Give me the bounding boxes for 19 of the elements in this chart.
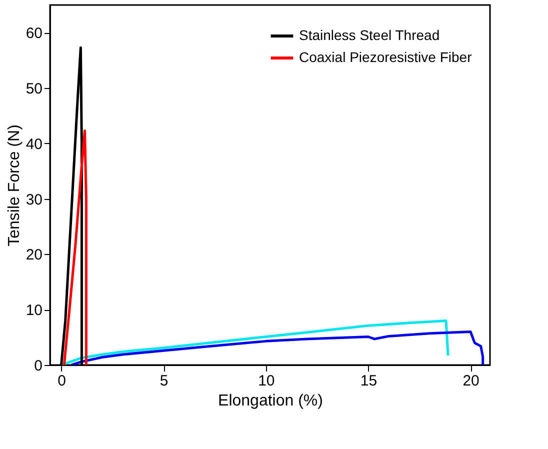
legend-label: Stainless Steel Thread <box>299 27 440 43</box>
y-tick-label: 60 <box>26 25 42 42</box>
y-tick-label: 20 <box>26 246 42 264</box>
x-tick-label: 0 <box>58 372 66 390</box>
x-axis-title: Elongation (%) <box>218 392 323 410</box>
line-series <box>60 319 450 365</box>
x-tick-label: 10 <box>258 372 275 390</box>
y-tick-label: 10 <box>26 302 42 320</box>
y-tick-label: 50 <box>26 80 42 98</box>
x-tick-label: 5 <box>160 372 168 390</box>
x-tick-label: 15 <box>360 372 378 390</box>
legend-label: Coaxial Piezoresistive Fiber <box>299 49 472 65</box>
y-tick-label: 40 <box>26 136 42 153</box>
x-tick-label: 20 <box>462 372 480 390</box>
line-series <box>62 129 88 365</box>
line-series <box>70 330 484 365</box>
y-tick-label: 0 <box>34 358 42 374</box>
y-tick-label: 30 <box>26 191 42 208</box>
y-axis-title: Tensile Force (N) <box>6 124 23 246</box>
